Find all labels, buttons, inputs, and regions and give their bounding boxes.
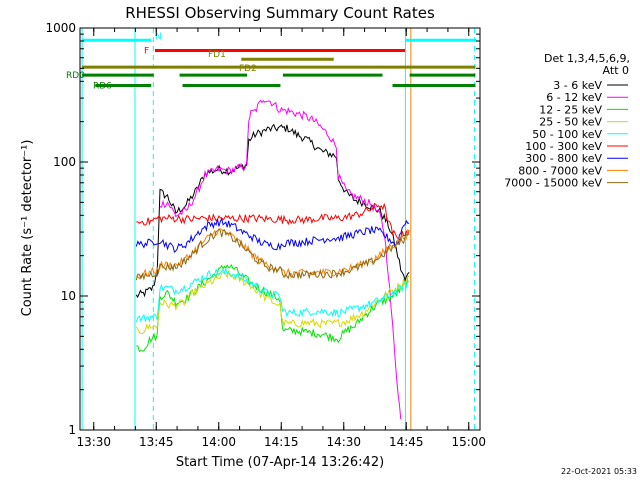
- flag-label-rd6: RD6: [93, 82, 112, 92]
- legend-label-12-25-kev: 12 - 25 keV: [539, 103, 602, 116]
- legend-label-6-12-kev: 6 - 12 keV: [546, 91, 602, 104]
- legend-header: Det 1,3,4,5,6,9,: [544, 52, 630, 65]
- series-line-300-800-kev: [135, 217, 410, 254]
- x-axis-label: Start Time (07-Apr-14 13:26:42): [176, 455, 384, 470]
- flag-label-fd1: FD1: [208, 50, 226, 60]
- series-line-100-300-kev: [136, 202, 410, 241]
- flag-label-fd2: FD2: [239, 64, 257, 74]
- series-line-50-100-kev: [135, 267, 410, 323]
- series-line-6-12-kev: [159, 99, 402, 420]
- x-tick-label: 13:30: [76, 435, 111, 449]
- series-line-800-7000-kev: [136, 228, 410, 280]
- legend-label-300-800-kev: 300 - 800 keV: [525, 152, 602, 165]
- legend-label-25-50-kev: 25 - 50 keV: [539, 116, 602, 129]
- flag-label-f: F: [144, 46, 149, 56]
- plot-area: NF FD1 FD2 RD0 RD6: [66, 28, 477, 430]
- y-tick-label: 10: [61, 289, 76, 303]
- footer-date: 22-Oct-2021 05:33: [561, 467, 637, 476]
- legend-label-50-100-kev: 50 - 100 keV: [532, 128, 602, 141]
- legend-label-100-300-kev: 100 - 300 keV: [525, 140, 602, 153]
- x-axis-ticks: 13:30 13:45 14:00 14:15 14:30 14:45 15:00: [76, 28, 486, 449]
- series-line-7000-15000-kev: [135, 228, 410, 281]
- x-tick-label: 13:45: [139, 435, 174, 449]
- x-tick-label: 14:45: [389, 435, 424, 449]
- y-axis-label: Count Rate (s⁻¹ detector⁻¹): [20, 140, 35, 317]
- x-tick-label: 14:30: [326, 435, 361, 449]
- x-tick-label: 14:00: [201, 435, 236, 449]
- y-tick-label: 100: [53, 155, 76, 169]
- legend-label-800-7000-kev: 800 - 7000 keV: [518, 164, 602, 177]
- legend-label-3-6-kev: 3 - 6 keV: [553, 79, 602, 92]
- series-line-25-50-kev: [135, 269, 410, 334]
- plot-frame: [79, 27, 481, 431]
- x-tick-label: 15:00: [451, 435, 486, 449]
- chart-title: RHESSI Observing Summary Count Rates: [125, 4, 435, 22]
- x-tick-label: 14:15: [264, 435, 299, 449]
- legend-label-7000-15000-kev: 7000 - 15000 keV: [504, 177, 602, 190]
- legend-header: Att 0: [603, 64, 629, 77]
- flag-label-n: N: [155, 32, 162, 42]
- y-tick-label: 1: [68, 423, 76, 437]
- y-axis-ticks: 1 10 100 1000: [45, 21, 480, 437]
- y-tick-label: 1000: [45, 21, 76, 35]
- flag-label-rd0: RD0: [66, 71, 85, 81]
